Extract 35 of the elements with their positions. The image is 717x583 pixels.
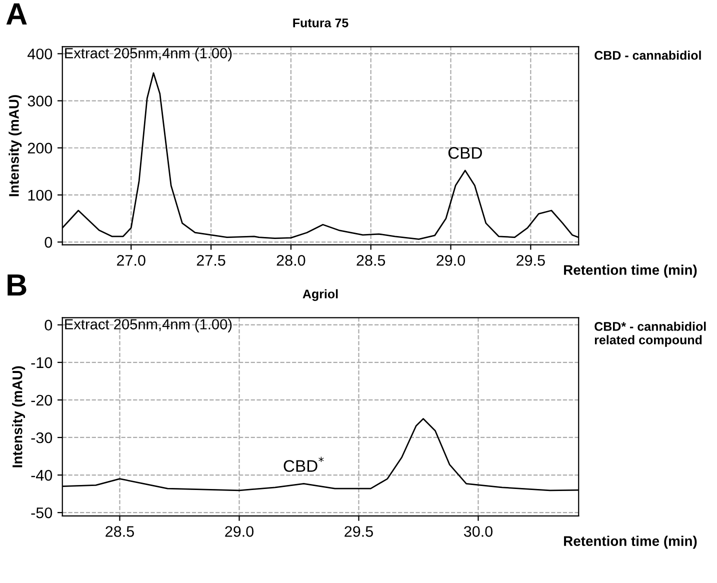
chart-title: Futura 75 <box>293 18 348 28</box>
x-tick-label: 28.0 <box>276 254 306 266</box>
y-axis-title: Intensity (mAU) <box>8 95 22 196</box>
text: A <box>6 3 27 24</box>
y-tick-label: 300 <box>28 96 52 106</box>
y-tick-label: 100 <box>28 190 52 201</box>
x-tick-label: 29.0 <box>225 526 254 537</box>
text: B <box>8 274 26 296</box>
annotation: CBD$^{*}$ <box>284 456 324 472</box>
y-tick-label: 0 <box>44 236 52 248</box>
y-tick-label: -40 <box>31 470 52 481</box>
y-tick-label: 0 <box>44 320 52 331</box>
x-axis-title: Retention time (min) <box>564 536 697 549</box>
x-tick-label: 28.5 <box>356 254 386 266</box>
y-tick-label: 400 <box>28 48 52 60</box>
y-tick-label: -10 <box>31 357 52 368</box>
x-tick-label: 29.5 <box>344 526 373 537</box>
y-axis-title: Intensity (mAU) <box>12 366 26 468</box>
x-axis-title: Retention time (min) <box>564 264 697 278</box>
annotation: Extract 205nm,4nm (1.00) <box>65 318 232 332</box>
y-tick-label: -30 <box>31 432 52 444</box>
y-tick-label: -20 <box>31 394 52 406</box>
x-tick-label: 27.0 <box>117 254 146 266</box>
x-tick-label: 27.5 <box>196 254 226 266</box>
x-tick-label: 29.5 <box>516 254 545 266</box>
y-tick-label: -50 <box>31 507 52 518</box>
y-tick-label: 200 <box>28 142 52 154</box>
x-tick-label: 28.5 <box>106 526 134 537</box>
x-tick-label: 29.0 <box>436 254 466 266</box>
text: CBD* - cannabidiol related compound <box>594 322 706 347</box>
x-tick-label: 30.0 <box>464 526 493 537</box>
annotation: Extract 205nm,4nm (1.00) <box>65 48 232 62</box>
chart-title: Agriol <box>302 289 338 301</box>
annotation: CBD <box>448 147 482 159</box>
text: CBD - cannabidiol <box>594 50 701 60</box>
